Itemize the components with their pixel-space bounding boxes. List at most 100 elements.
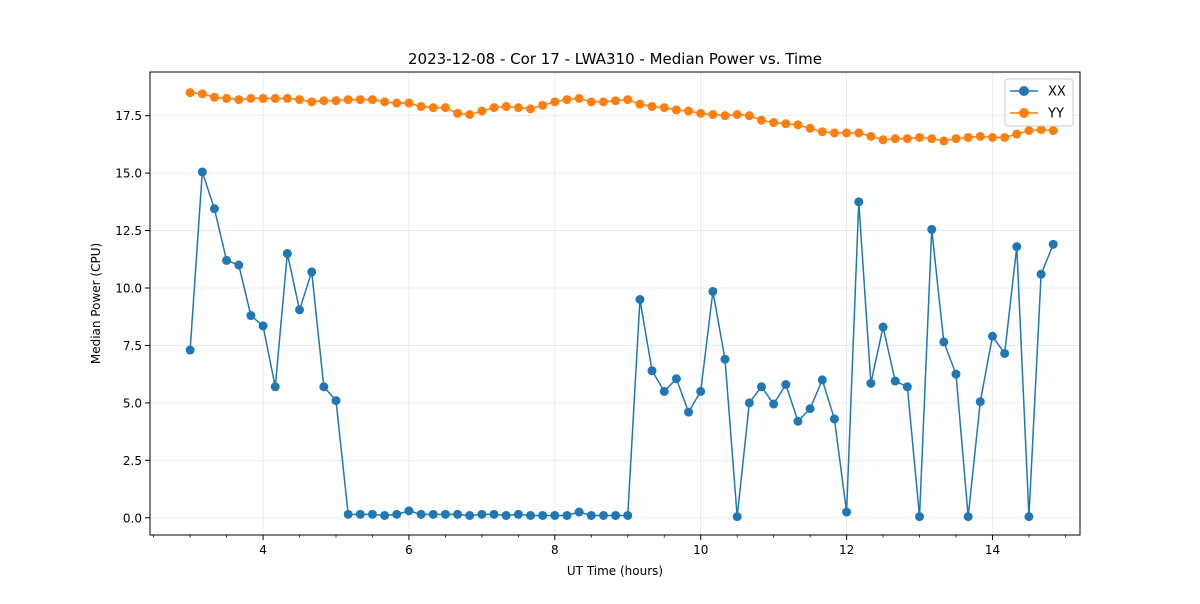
data-point-xx xyxy=(185,345,195,355)
data-point-xx xyxy=(987,331,997,341)
legend-marker-yy xyxy=(1019,108,1029,118)
data-point-yy xyxy=(842,128,852,138)
data-point-yy xyxy=(611,96,621,106)
data-point-xx xyxy=(574,507,584,517)
y-axis-ticks: 0.0 2.5 5.0 7.5 10.0 12.5 15.0 17.5 xyxy=(115,109,150,525)
data-point-yy xyxy=(1036,124,1046,134)
data-point-xx xyxy=(270,382,280,392)
plot-frame xyxy=(149,71,1081,536)
y-axis-label: Median Power (CPU) xyxy=(89,243,103,364)
data-point-xx xyxy=(623,510,633,520)
y-tick-label: 17.5 xyxy=(115,109,142,123)
data-point-xx xyxy=(343,509,353,519)
data-point-xx xyxy=(513,509,523,519)
y-tick-label: 2.5 xyxy=(123,454,142,468)
data-point-xx xyxy=(659,386,669,396)
data-point-yy xyxy=(489,103,499,113)
data-point-xx xyxy=(769,399,779,409)
data-point-yy xyxy=(756,115,766,125)
legend-marker-xx xyxy=(1019,86,1029,96)
data-point-xx xyxy=(526,510,536,520)
data-point-yy xyxy=(295,95,305,105)
data-point-xx xyxy=(453,509,463,519)
data-point-xx xyxy=(538,510,548,520)
data-point-yy xyxy=(781,119,791,129)
data-point-xx xyxy=(319,382,329,392)
data-point-yy xyxy=(197,89,207,99)
y-tick-label: 7.5 xyxy=(123,339,142,353)
data-point-xx xyxy=(295,305,305,315)
data-point-yy xyxy=(270,93,280,103)
data-point-yy xyxy=(890,134,900,144)
data-point-xx xyxy=(781,380,791,389)
data-point-xx xyxy=(222,255,232,265)
data-point-yy xyxy=(623,95,633,105)
data-point-xx xyxy=(1048,239,1058,249)
data-point-yy xyxy=(927,134,937,144)
data-point-yy xyxy=(939,136,949,146)
data-point-yy xyxy=(307,97,317,107)
y-tick-label: 5.0 xyxy=(123,396,142,410)
data-point-xx xyxy=(367,509,377,519)
data-point-xx xyxy=(684,407,694,417)
data-point-xx xyxy=(842,507,852,517)
y-tick-label: 10.0 xyxy=(115,281,142,295)
x-tick-label: 10 xyxy=(693,543,708,557)
data-point-yy xyxy=(355,95,365,105)
data-point-yy xyxy=(744,111,754,121)
x-tick-label: 4 xyxy=(259,543,267,557)
data-point-yy xyxy=(453,108,463,118)
data-point-yy xyxy=(671,105,681,115)
data-point-xx xyxy=(611,510,621,520)
data-point-xx xyxy=(282,249,292,259)
data-point-xx xyxy=(586,510,596,520)
data-point-xx xyxy=(355,509,365,519)
x-tick-label: 6 xyxy=(405,543,413,557)
data-point-xx xyxy=(720,354,730,364)
data-point-xx xyxy=(440,509,450,519)
data-point-yy xyxy=(659,103,669,113)
data-point-yy xyxy=(963,132,973,142)
data-point-xx xyxy=(1024,512,1034,522)
x-tick-label: 8 xyxy=(551,543,559,557)
data-point-yy xyxy=(209,92,219,102)
data-point-yy xyxy=(404,98,414,108)
data-point-yy xyxy=(708,110,718,120)
data-point-xx xyxy=(550,510,560,520)
data-point-yy xyxy=(866,131,876,141)
data-point-xx xyxy=(1000,348,1010,358)
data-point-yy xyxy=(513,103,523,113)
x-axis-label: UT Time (hours) xyxy=(567,564,663,578)
data-point-xx xyxy=(647,366,657,376)
data-point-yy xyxy=(550,97,560,107)
data-point-yy xyxy=(380,97,390,107)
data-point-yy xyxy=(684,106,694,116)
data-point-xx xyxy=(234,260,244,270)
data-point-xx xyxy=(598,510,608,520)
data-point-xx xyxy=(975,397,985,407)
legend-label-yy: YY xyxy=(1047,107,1064,122)
data-point-yy xyxy=(769,118,779,128)
series-xx xyxy=(185,167,1058,522)
data-point-xx xyxy=(635,294,645,304)
data-point-yy xyxy=(647,101,657,111)
data-point-xx xyxy=(465,510,475,520)
x-tick-label: 12 xyxy=(839,543,854,557)
data-point-xx xyxy=(878,322,888,332)
data-point-yy xyxy=(343,95,353,105)
data-point-xx xyxy=(854,197,864,207)
data-point-yy xyxy=(185,88,195,98)
data-point-yy xyxy=(392,98,402,108)
data-point-xx xyxy=(927,224,937,234)
data-point-xx xyxy=(890,376,900,386)
data-point-yy xyxy=(367,95,377,105)
data-point-xx xyxy=(197,167,207,177)
data-point-yy xyxy=(562,95,572,105)
data-point-yy xyxy=(732,110,742,120)
data-point-xx xyxy=(331,396,341,406)
data-point-yy xyxy=(975,131,985,141)
data-point-xx xyxy=(246,311,256,321)
data-point-yy xyxy=(829,128,839,138)
series-yy xyxy=(185,88,1058,146)
